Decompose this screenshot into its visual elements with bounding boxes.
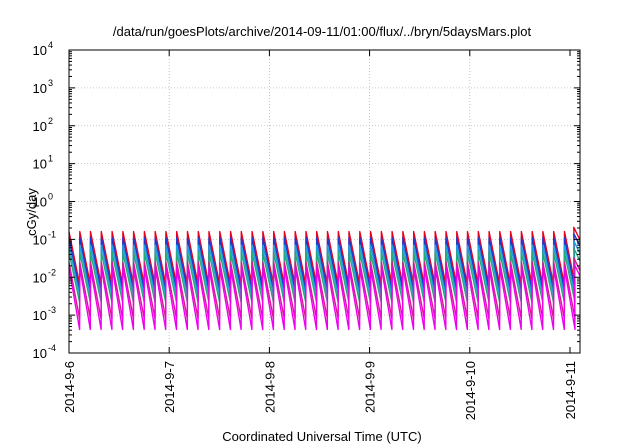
y-tick-label: 10 [33, 81, 47, 96]
y-tick-exponent: -1 [48, 229, 56, 239]
y-tick-exponent: 2 [48, 116, 53, 126]
y-tick-label: 10 [33, 119, 47, 134]
y-tick-exponent: -3 [48, 305, 56, 315]
x-tick-label: 2014-9-7 [162, 361, 177, 413]
y-tick-exponent: 4 [48, 40, 53, 50]
y-tick-label: 10 [33, 308, 47, 323]
y-tick-exponent: 0 [48, 192, 53, 202]
x-tick-label: 2014-9-10 [463, 361, 478, 420]
y-tick-exponent: -2 [48, 267, 56, 277]
y-tick-label: 10 [33, 346, 47, 361]
y-tick-label: 10 [33, 157, 47, 172]
series-group [68, 226, 581, 331]
series-line-6 [68, 262, 581, 331]
y-tick-exponent: 3 [48, 78, 53, 88]
x-tick-label: 2014-9-9 [363, 361, 378, 413]
x-tick-label: 2014-9-11 [563, 361, 578, 419]
chart-title: /data/run/goesPlots/archive/2014-09-11/0… [113, 24, 532, 39]
y-tick-exponent: 1 [48, 154, 53, 164]
y-tick-label: 10 [33, 232, 47, 247]
y-axis-label: cGy/day [24, 188, 39, 236]
x-tick-label: 2014-9-8 [262, 361, 277, 413]
y-tick-label: 10 [33, 195, 47, 210]
plot-frame [68, 49, 581, 354]
y-tick-label: 10 [33, 43, 47, 58]
y-tick-label: 10 [33, 270, 47, 285]
y-tick-exponent: -4 [48, 343, 56, 353]
x-tick-label: 2014-9-6 [62, 361, 77, 413]
x-axis-label: Coordinated Universal Time (UTC) [222, 429, 421, 444]
